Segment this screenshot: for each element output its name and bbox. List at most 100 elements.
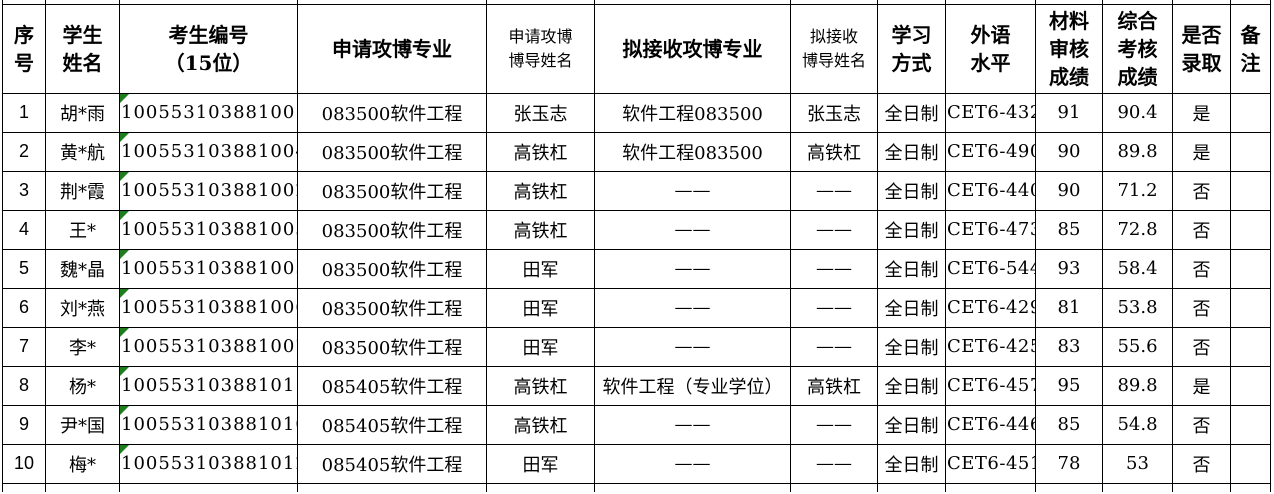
cell-foreign-language[interactable]: CET6-473 — [945, 209, 1036, 250]
cell-candidate-no[interactable]: 100553103881005 — [119, 248, 298, 289]
cell-foreign-language[interactable]: CET6-451 — [945, 443, 1036, 484]
cell-candidate-no[interactable]: 100553103881002 — [119, 170, 298, 211]
cell-admit-major[interactable]: —— — [594, 443, 791, 484]
cell-material-score[interactable]: 83 — [1035, 326, 1103, 367]
cell-apply-major[interactable]: 083500软件工程 — [297, 209, 487, 250]
cell-candidate-no[interactable]: 100553103881007 — [119, 326, 298, 367]
cell-comprehensive-score[interactable]: 53.8 — [1102, 287, 1173, 328]
cell-admit-supervisor[interactable]: —— — [790, 443, 878, 484]
col-header-foreign-language[interactable]: 外语 水平 — [945, 3, 1036, 94]
cell-admit-supervisor[interactable]: —— — [790, 287, 878, 328]
cell-admit-major[interactable]: —— — [594, 248, 791, 289]
cell-apply-major[interactable]: 083500软件工程 — [297, 326, 487, 367]
cell-foreign-language[interactable]: CET6-544 — [945, 248, 1036, 289]
cell-admit-major[interactable]: —— — [594, 326, 791, 367]
cell-apply-major[interactable]: 083500软件工程 — [297, 131, 487, 172]
col-header-material-score[interactable]: 材料 审核 成绩 — [1035, 3, 1103, 94]
cell-admit-supervisor[interactable]: —— — [790, 209, 878, 250]
cell-apply-major[interactable]: 083500软件工程 — [297, 170, 487, 211]
cell-candidate-no[interactable]: 100553103881011 — [119, 365, 298, 406]
cell-apply-supervisor[interactable]: 田军 — [486, 248, 595, 289]
col-header-candidate-no[interactable]: 考生编号 （15位） — [119, 3, 298, 94]
cell-study-mode[interactable]: 全日制 — [877, 404, 946, 445]
cell-candidate-no[interactable]: 100553103881003 — [119, 209, 298, 250]
cell-index[interactable]: 9 — [2, 404, 46, 445]
cell-remark[interactable] — [1230, 92, 1271, 133]
cell-comprehensive-score[interactable]: 89.8 — [1102, 131, 1173, 172]
cell-admitted[interactable]: 否 — [1172, 170, 1231, 211]
cell-student-name[interactable]: 魏*晶 — [45, 248, 120, 289]
cell-study-mode[interactable]: 全日制 — [877, 248, 946, 289]
cell-candidate-no[interactable]: 100553103881006 — [119, 287, 298, 328]
cell-remark[interactable] — [1230, 404, 1271, 445]
cell-apply-supervisor[interactable]: 田军 — [486, 443, 595, 484]
cell-apply-major[interactable]: 085405软件工程 — [297, 365, 487, 406]
col-header-remark[interactable]: 备 注 — [1230, 3, 1271, 94]
cell-comprehensive-score[interactable]: 55.6 — [1102, 326, 1173, 367]
cell-index[interactable]: 8 — [2, 365, 46, 406]
cell-material-score[interactable]: 93 — [1035, 248, 1103, 289]
cell-admit-supervisor[interactable]: —— — [790, 326, 878, 367]
cell-candidate-no[interactable]: 100553103881010 — [119, 404, 298, 445]
cell-apply-supervisor[interactable]: 张玉志 — [486, 92, 595, 133]
cell-study-mode[interactable]: 全日制 — [877, 443, 946, 484]
cell-admit-major[interactable]: —— — [594, 209, 791, 250]
col-header-index[interactable]: 序 号 — [2, 3, 46, 94]
cell-remark[interactable] — [1230, 287, 1271, 328]
cell-admitted[interactable]: 否 — [1172, 443, 1231, 484]
cell-admit-supervisor[interactable]: 高铁杠 — [790, 365, 878, 406]
col-header-student-name[interactable]: 学生 姓名 — [45, 3, 120, 94]
cell-admitted[interactable]: 否 — [1172, 248, 1231, 289]
cell-material-score[interactable]: 85 — [1035, 404, 1103, 445]
col-header-admit-supervisor[interactable]: 拟接收 博导姓名 — [790, 3, 878, 94]
cell-student-name[interactable]: 梅* — [45, 443, 120, 484]
cell-index[interactable]: 2 — [2, 131, 46, 172]
cell-admit-major[interactable]: —— — [594, 170, 791, 211]
cell-student-name[interactable]: 黄*航 — [45, 131, 120, 172]
cell-index[interactable]: 3 — [2, 170, 46, 211]
cell-index[interactable]: 1 — [2, 92, 46, 133]
cell-study-mode[interactable]: 全日制 — [877, 365, 946, 406]
cell-comprehensive-score[interactable]: 53 — [1102, 443, 1173, 484]
cell-admit-supervisor[interactable]: —— — [790, 248, 878, 289]
cell-index[interactable]: 6 — [2, 287, 46, 328]
col-header-admit-major[interactable]: 拟接收攻博专业 — [594, 3, 791, 94]
col-header-admitted[interactable]: 是否 录取 — [1172, 3, 1231, 94]
cell-remark[interactable] — [1230, 248, 1271, 289]
cell-foreign-language[interactable]: CET6-425 — [945, 326, 1036, 367]
col-header-apply-supervisor[interactable]: 申请攻博 博导姓名 — [486, 3, 595, 94]
cell-apply-supervisor[interactable]: 田军 — [486, 287, 595, 328]
cell-admit-major[interactable]: 软件工程083500 — [594, 92, 791, 133]
cell-admit-supervisor[interactable]: 高铁杠 — [790, 131, 878, 172]
cell-comprehensive-score[interactable]: 58.4 — [1102, 248, 1173, 289]
cell-apply-major[interactable]: 085405软件工程 — [297, 404, 487, 445]
cell-remark[interactable] — [1230, 209, 1271, 250]
cell-foreign-language[interactable]: CET6-440 — [945, 170, 1036, 211]
cell-student-name[interactable]: 尹*国 — [45, 404, 120, 445]
cell-foreign-language[interactable]: CET6-429 — [945, 287, 1036, 328]
cell-apply-supervisor[interactable]: 田军 — [486, 326, 595, 367]
cell-apply-major[interactable]: 083500软件工程 — [297, 287, 487, 328]
cell-remark[interactable] — [1230, 170, 1271, 211]
cell-admit-supervisor[interactable]: —— — [790, 404, 878, 445]
cell-foreign-language[interactable]: CET6-446 — [945, 404, 1036, 445]
cell-admitted[interactable]: 否 — [1172, 209, 1231, 250]
cell-material-score[interactable]: 95 — [1035, 365, 1103, 406]
cell-admitted[interactable]: 否 — [1172, 404, 1231, 445]
cell-admit-major[interactable]: 软件工程083500 — [594, 131, 791, 172]
cell-comprehensive-score[interactable]: 54.8 — [1102, 404, 1173, 445]
cell-foreign-language[interactable]: CET6-490 — [945, 131, 1036, 172]
cell-comprehensive-score[interactable]: 71.2 — [1102, 170, 1173, 211]
cell-remark[interactable] — [1230, 365, 1271, 406]
cell-study-mode[interactable]: 全日制 — [877, 170, 946, 211]
cell-study-mode[interactable]: 全日制 — [877, 131, 946, 172]
cell-material-score[interactable]: 78 — [1035, 443, 1103, 484]
cell-student-name[interactable]: 王* — [45, 209, 120, 250]
cell-material-score[interactable]: 90 — [1035, 170, 1103, 211]
cell-material-score[interactable]: 91 — [1035, 92, 1103, 133]
cell-student-name[interactable]: 杨* — [45, 365, 120, 406]
cell-remark[interactable] — [1230, 443, 1271, 484]
cell-candidate-no[interactable]: 100553103881004 — [119, 131, 298, 172]
cell-student-name[interactable]: 荆*霞 — [45, 170, 120, 211]
cell-student-name[interactable]: 李* — [45, 326, 120, 367]
